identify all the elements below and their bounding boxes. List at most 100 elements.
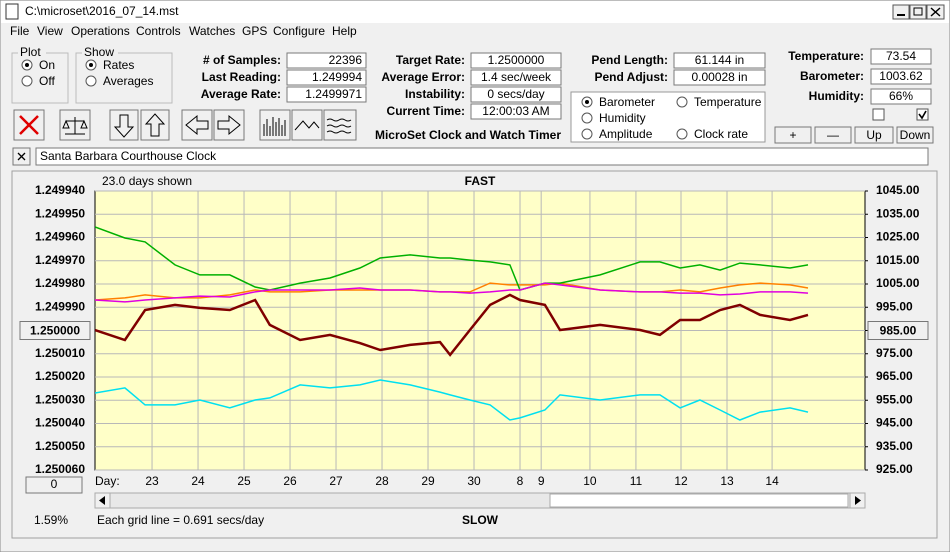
button-label: Up <box>866 128 882 142</box>
y-tick-label: 1.250050 <box>35 439 85 453</box>
series-line <box>95 282 809 301</box>
button[interactable] <box>19 321 91 340</box>
y2-tick-label: 1005.00 <box>876 276 920 290</box>
maximize-button[interactable] <box>909 4 927 20</box>
field-label: Instability: <box>405 87 465 101</box>
field-label: # of Samples: <box>203 53 281 67</box>
text-field[interactable] <box>470 52 562 69</box>
field-label: Barometer: <box>800 69 864 83</box>
text-field[interactable] <box>470 86 562 103</box>
field-value: 1.2500000 <box>488 53 545 67</box>
icon <box>62 117 88 135</box>
y2-tick-label: 985.00 <box>880 324 917 338</box>
text-field[interactable] <box>870 48 932 65</box>
right-button[interactable] <box>213 109 245 141</box>
menu-item[interactable]: Help <box>332 24 357 38</box>
text-field[interactable] <box>673 69 766 86</box>
field-value: 0 secs/day <box>487 87 544 101</box>
menu-item[interactable]: Watches <box>189 24 235 38</box>
days-shown: 23.0 days shown <box>102 174 192 188</box>
radio-dot <box>89 63 93 67</box>
field-value: 73.54 <box>886 49 916 63</box>
menu-item[interactable]: View <box>37 24 63 38</box>
y-tick-label: 1.249980 <box>35 276 85 290</box>
y-tick-label: 1.249940 <box>35 183 85 197</box>
legend-label: Temperature <box>694 95 762 109</box>
icon <box>263 117 286 136</box>
checkbox[interactable] <box>916 108 929 121</box>
scrollbar[interactable] <box>94 492 866 509</box>
text-field[interactable] <box>870 68 932 85</box>
icon <box>326 118 352 134</box>
text-field[interactable] <box>870 88 932 105</box>
menu-item[interactable]: Configure <box>273 24 325 38</box>
text-field[interactable] <box>286 86 367 103</box>
y2-tick-label: 925.00 <box>876 462 913 476</box>
legend-label: Amplitude <box>599 127 653 141</box>
series-line <box>95 282 809 303</box>
field-label: Humidity: <box>809 89 864 103</box>
field-value: 1.249994 <box>312 70 362 84</box>
menu-item[interactable]: Controls <box>136 24 181 38</box>
checkbox[interactable] <box>872 108 885 121</box>
x-tick-label: 29 <box>421 474 435 488</box>
field-label: Target Rate: <box>396 53 465 67</box>
offset-button[interactable] <box>25 476 83 494</box>
button[interactable] <box>867 321 929 340</box>
x-tick-label: 9 <box>538 474 545 488</box>
field-value: 1.4 sec/week <box>481 70 552 84</box>
text-field[interactable] <box>470 69 562 86</box>
button-label: Down <box>900 128 931 142</box>
up-button[interactable] <box>140 109 170 141</box>
button[interactable] <box>774 126 812 144</box>
field-label: Last Reading: <box>202 70 281 84</box>
icon <box>913 7 923 16</box>
window-controls[interactable] <box>892 4 945 20</box>
text-field[interactable] <box>470 103 562 120</box>
x-tick-label: 25 <box>237 474 251 488</box>
y2-tick-label: 935.00 <box>876 439 913 453</box>
menu-item[interactable]: Operations <box>71 24 130 38</box>
grid-note: Each grid line = 0.691 secs/day <box>97 513 264 527</box>
text-field[interactable] <box>286 52 367 69</box>
text-field[interactable] <box>286 69 367 86</box>
radio-label: Off <box>39 74 55 88</box>
radio-button[interactable] <box>581 112 593 124</box>
watch-name-field[interactable] <box>35 147 929 166</box>
y2-tick-label: 955.00 <box>876 392 913 406</box>
radio-button[interactable] <box>85 75 97 87</box>
x-tick-label: 8 <box>517 474 524 488</box>
menu-item[interactable]: GPS <box>242 24 267 38</box>
field-label: Average Rate: <box>201 87 281 101</box>
x-tick-label: 30 <box>467 474 481 488</box>
group-title-bg <box>82 47 118 59</box>
series-line <box>95 379 809 421</box>
menu-item[interactable]: File <box>10 24 30 38</box>
scroll-thumb[interactable] <box>549 493 849 508</box>
icon <box>855 496 861 505</box>
y-tick-label: 1.250030 <box>35 392 85 406</box>
button[interactable] <box>854 126 894 144</box>
x-tick-label: 24 <box>191 474 205 488</box>
text-field[interactable] <box>673 52 766 69</box>
radio-dot <box>25 63 29 67</box>
icon <box>930 7 941 17</box>
button[interactable] <box>896 126 934 144</box>
legend-label: Humidity <box>599 111 646 125</box>
button[interactable] <box>814 126 852 144</box>
radio-button[interactable] <box>21 75 33 87</box>
minimize-button[interactable] <box>892 4 910 20</box>
watch-name: Santa Barbara Courthouse Clock <box>40 149 217 163</box>
field-label: Pend Length: <box>591 53 668 67</box>
percent-label: 1.59% <box>34 513 68 527</box>
radio-button[interactable] <box>676 128 688 140</box>
radio-button[interactable] <box>676 96 688 108</box>
icon <box>294 120 320 131</box>
left-button[interactable] <box>181 109 213 141</box>
radio-dot <box>585 100 589 104</box>
y2-tick-label: 995.00 <box>876 299 913 313</box>
x-tick-label: 28 <box>375 474 389 488</box>
title-bar <box>1 1 949 23</box>
radio-label: Rates <box>103 58 134 72</box>
radio-button[interactable] <box>581 128 593 140</box>
